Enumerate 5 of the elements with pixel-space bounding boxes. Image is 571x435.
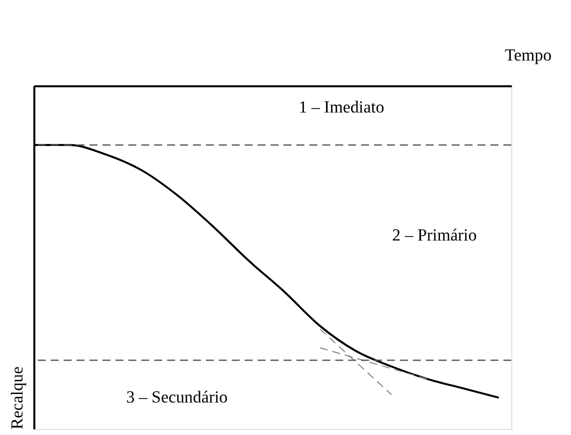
annotation: 1 – Imediato (298, 98, 384, 117)
y-axis-title: Recalque (7, 366, 26, 430)
x-axis-title: Tempo (504, 45, 552, 64)
annotation: 3 – Secundário (126, 388, 228, 407)
annotation: 2 – Primário (392, 225, 477, 244)
